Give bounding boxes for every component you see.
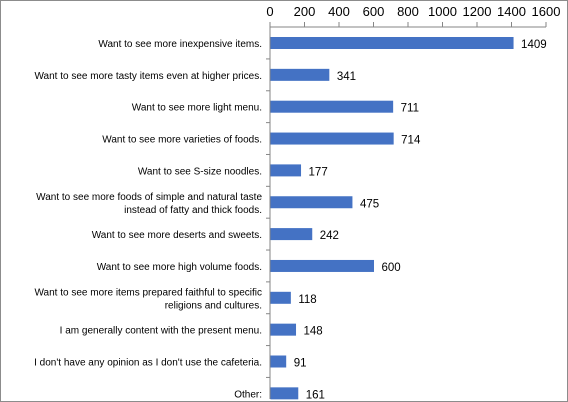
bars xyxy=(270,37,514,400)
bar xyxy=(270,132,394,145)
category-label: I am generally content with the present … xyxy=(60,326,262,337)
bar xyxy=(270,323,297,336)
data-label: 148 xyxy=(304,326,323,338)
bar xyxy=(270,259,374,272)
x-tick-label: 1200 xyxy=(463,4,492,19)
x-tick-label: 800 xyxy=(397,4,419,19)
x-tick-label: 1600 xyxy=(532,4,561,19)
data-label: 714 xyxy=(401,135,421,147)
bar xyxy=(270,68,330,81)
bar xyxy=(270,355,287,368)
bar xyxy=(270,228,313,241)
data-label: 118 xyxy=(298,294,316,306)
data-label: 475 xyxy=(360,198,379,210)
bar xyxy=(270,37,514,49)
data-label: 161 xyxy=(306,389,325,401)
category-label: Want to see more foods of simple and nat… xyxy=(36,192,262,203)
data-label: 177 xyxy=(309,166,328,178)
category-label: Want to see more tasty items even at hig… xyxy=(34,71,262,82)
x-tick-label: 1000 xyxy=(428,4,457,19)
category-label: Other: xyxy=(234,389,262,400)
category-label: Want to see more deserts and sweets. xyxy=(92,230,262,241)
bar xyxy=(270,100,394,113)
data-label: 91 xyxy=(294,358,307,370)
bar xyxy=(270,164,302,177)
x-tick-label: 600 xyxy=(363,4,385,19)
bar xyxy=(270,196,353,209)
x-tick-label: 0 xyxy=(266,4,273,19)
bar xyxy=(270,291,291,304)
x-tick-label: 200 xyxy=(294,4,316,19)
category-label: Want to see more light menu. xyxy=(132,103,262,114)
data-label: 1409 xyxy=(521,39,547,51)
category-label: Want to see more varieties of foods. xyxy=(102,135,262,146)
category-label: Want to see more items prepared faithful… xyxy=(34,287,262,298)
category-label: Want to see more inexpensive items. xyxy=(98,39,262,50)
data-label: 600 xyxy=(382,262,401,274)
category-label: instead of fatty and thick foods. xyxy=(124,205,262,216)
bar xyxy=(270,387,299,400)
x-tick-label: 400 xyxy=(328,4,350,19)
axes xyxy=(266,22,547,399)
data-label: 242 xyxy=(320,230,339,242)
category-label: religions and cultures. xyxy=(165,300,262,311)
category-label: Want to see more high volume foods. xyxy=(97,262,262,273)
data-labels: 1409 341 711 714 177 475 242 600 118 148 91 161 xyxy=(294,39,547,401)
x-axis-tick-labels: 0 200 400 600 800 1000 1200 1400 1600 xyxy=(266,4,560,19)
category-label: I don't have any opinion as I don't use … xyxy=(34,358,262,369)
data-label: 711 xyxy=(401,103,419,115)
category-labels: Want to see more inexpensive items. Want … xyxy=(34,39,262,400)
x-tick-label: 1400 xyxy=(497,4,526,19)
data-label: 341 xyxy=(337,71,356,83)
category-label: Want to see S-size noodles. xyxy=(138,166,262,177)
